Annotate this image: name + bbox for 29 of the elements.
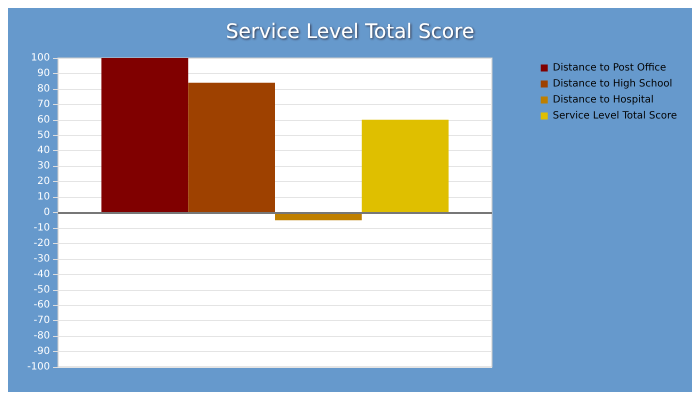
y-tick-label: -50 [34,284,50,296]
y-tick-label: 30 [37,160,50,172]
y-tick-label: 10 [37,192,50,203]
bar [188,82,275,212]
y-tick-label: -60 [34,300,50,311]
legend-label: Service Level Total Score [552,110,678,122]
y-tick-label: -80 [34,330,50,342]
y-tick-label: 40 [37,145,50,156]
y-tick-label: -100 [27,362,50,372]
legend-label: Distance to Post Office [552,62,666,74]
y-tick-label: -40 [34,268,50,280]
y-tick-label: -30 [34,253,50,264]
y-tick-label: 90 [37,68,50,79]
y-tick-label: 100 [30,52,50,64]
y-tick-label: -70 [34,315,50,326]
y-tick-label: 70 [37,98,50,110]
y-tick-label: 80 [37,83,50,94]
y-tick-label: 0 [44,207,50,218]
bar [362,120,449,212]
y-tick-label: 20 [37,176,50,188]
y-tick-label: 50 [37,130,50,141]
y-tick-label: 60 [37,114,50,126]
bar [101,58,188,212]
y-tick-label: -20 [34,238,50,249]
legend-label: Distance to High School [552,78,672,90]
y-tick-label: -10 [34,222,50,234]
y-tick-label: -90 [34,346,50,358]
legend-label: Distance to Hospital [552,94,654,106]
chart-title: Service Level Total Score [226,19,474,43]
